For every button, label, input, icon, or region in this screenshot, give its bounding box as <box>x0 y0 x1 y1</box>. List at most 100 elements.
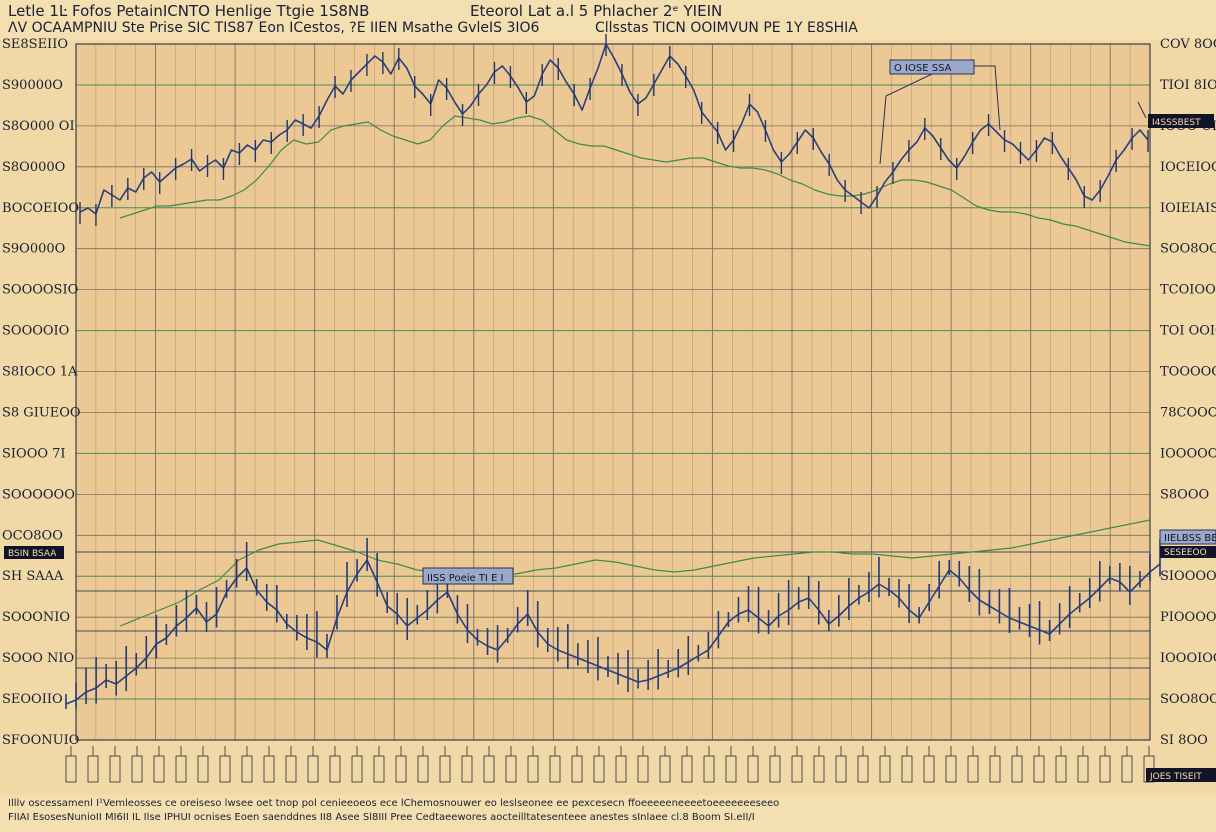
x-tick-mark <box>351 755 363 783</box>
annotation-box <box>4 546 64 559</box>
upper-candles <box>79 34 1149 226</box>
right-tick-label: TIOI 8IO <box>1160 78 1216 93</box>
x-tick-mark <box>1011 755 1023 783</box>
x-tick-mark <box>65 755 77 783</box>
header-title-left: Letle 1Ŀ Fofos PetainICNTO Henlige Ttgie… <box>8 2 370 20</box>
x-tick-mark <box>989 755 1001 783</box>
x-tick-mark <box>923 755 935 783</box>
annotation-box <box>1160 546 1216 558</box>
right-tick-label: 78COOO <box>1160 405 1216 420</box>
x-tick-mark <box>835 755 847 783</box>
x-tick-mark <box>703 755 715 783</box>
annotations: O IOSE SSA IISS Poeie TI E I BSIN BSAA I4SS… <box>4 59 1216 782</box>
annotation-box <box>1159 529 1216 545</box>
left-tick-label: OCO8OO <box>2 528 63 543</box>
left-tick-label: S8IOCO 1A <box>2 365 78 380</box>
x-tick-mark <box>87 755 99 783</box>
x-tick-mark <box>1033 755 1045 783</box>
left-tick-label: SOOOOIO <box>2 324 69 339</box>
upper-series-green <box>119 115 1151 247</box>
annotation-label: BSIN BSAA <box>8 549 57 559</box>
lower-series-blue <box>65 559 1161 705</box>
right-tick-label: TOOOOOO <box>1160 365 1216 380</box>
header-subtitle-left: ΛV OCAAMPNIU Ste Prise SIC TIS87 Eon ICe… <box>8 20 540 36</box>
annotation-box <box>422 567 514 585</box>
left-tick-label: SOOO NIO <box>2 651 74 666</box>
right-tick-label: IOIEIAIS <box>1160 201 1216 216</box>
x-tick-mark <box>483 755 495 783</box>
annotation-label: O IOSE SSA <box>894 63 952 74</box>
x-tick-mark <box>681 755 693 783</box>
header-subtitle-right: Cllsstas TICN OOIMVUN PE 1Y E8SHIA <box>595 20 858 36</box>
lower-candles <box>65 538 1161 709</box>
x-tick-mark <box>659 755 671 783</box>
right-tick-label: TOI OOIO <box>1160 324 1216 339</box>
x-tick-mark <box>901 755 913 783</box>
x-tick-mark <box>725 755 737 783</box>
x-tick-mark <box>1055 755 1067 783</box>
chart-header: Letle 1Ŀ Fofos PetainICNTO Henlige Ttgie… <box>0 0 1216 40</box>
x-tick-mark <box>285 755 297 783</box>
x-tick-mark <box>1121 755 1133 783</box>
left-tick-label: SH SAAA <box>2 569 64 584</box>
x-tick-mark <box>571 755 583 783</box>
x-tick-mark <box>813 755 825 783</box>
right-tick-label: IOOOIOO <box>1160 651 1216 666</box>
header-title-right: Eteorol Lat a.l 5 Phlacher 2ᵉ YIEIN <box>470 2 723 20</box>
x-tick-mark <box>461 755 473 783</box>
left-tick-label: SOOONIO <box>2 610 70 625</box>
right-tick-label: TCOIOOIO <box>1160 283 1216 298</box>
x-tick-mark <box>175 755 187 783</box>
annotation-box <box>1146 768 1216 782</box>
x-tick-mark <box>505 755 517 783</box>
right-tick-label: IOOOOOO <box>1160 446 1216 461</box>
right-tick-label: SOO8OO <box>1160 242 1216 257</box>
right-tick-label: S8OOO <box>1160 487 1209 502</box>
x-tick-mark <box>109 755 121 783</box>
annotation-label: I4SSSBEST <box>1152 118 1201 128</box>
x-tick-mark <box>329 755 341 783</box>
right-tick-label: SIOOOOO <box>1160 569 1216 584</box>
x-tick-mark <box>131 755 143 783</box>
left-tick-label: S8O000O <box>2 160 65 175</box>
left-tick-label: BOCOEIOO <box>2 201 79 216</box>
x-tick-mark <box>1099 755 1111 783</box>
x-tick-mark <box>241 755 253 783</box>
annotation-label: IISS Poeie TI E I <box>427 573 504 584</box>
upper-series-blue <box>79 43 1149 215</box>
x-tick-mark <box>747 755 759 783</box>
x-tick-mark <box>549 755 561 783</box>
x-axis-ticks <box>65 746 1155 783</box>
left-tick-label: SFOONUIO <box>2 733 79 748</box>
x-tick-mark <box>593 755 605 783</box>
x-tick-mark <box>637 755 649 783</box>
x-tick-mark <box>615 755 627 783</box>
x-tick-mark <box>1077 755 1089 783</box>
left-tick-label: S9O000O <box>2 242 65 257</box>
left-tick-label: S8 GIUEOO <box>2 405 81 420</box>
x-tick-mark <box>197 755 209 783</box>
x-tick-mark <box>373 755 385 783</box>
annotation-label: SESEEOO <box>1164 548 1207 558</box>
right-tick-label: SOO8OO <box>1160 692 1216 707</box>
annotation-label: JOES TISEIT <box>1149 772 1202 782</box>
left-tick-label: S90000O <box>2 78 63 93</box>
x-tick-mark <box>417 755 429 783</box>
annotation-connector <box>974 65 1001 131</box>
x-tick-mark <box>945 755 957 783</box>
left-tick-label: S8O000 OI <box>2 119 75 134</box>
left-axis-labels: SE8SEIIO S90000O S8O000 OI S8O000O BOCOEIOO S… <box>2 37 81 748</box>
annotation-connector <box>1137 101 1147 119</box>
x-tick-mark <box>439 755 451 783</box>
right-tick-label: SI 8OO <box>1160 733 1208 748</box>
right-tick-label: PIOOOOO <box>1160 610 1216 625</box>
right-axis-labels: COV 8OOTIOI 8IOIOOO OIOIOCEIOOIOIEIAISSO… <box>1160 37 1216 748</box>
x-tick-mark <box>307 755 319 783</box>
footer-note-1: Illlv oscessamenl I¹Vemleosses ce oreise… <box>8 798 780 809</box>
left-tick-label: SOOOOOO <box>2 487 75 502</box>
left-tick-label: SE8SEIIO <box>2 37 68 52</box>
annotation-box <box>1148 114 1214 128</box>
x-tick-mark <box>263 755 275 783</box>
x-tick-mark <box>791 755 803 783</box>
